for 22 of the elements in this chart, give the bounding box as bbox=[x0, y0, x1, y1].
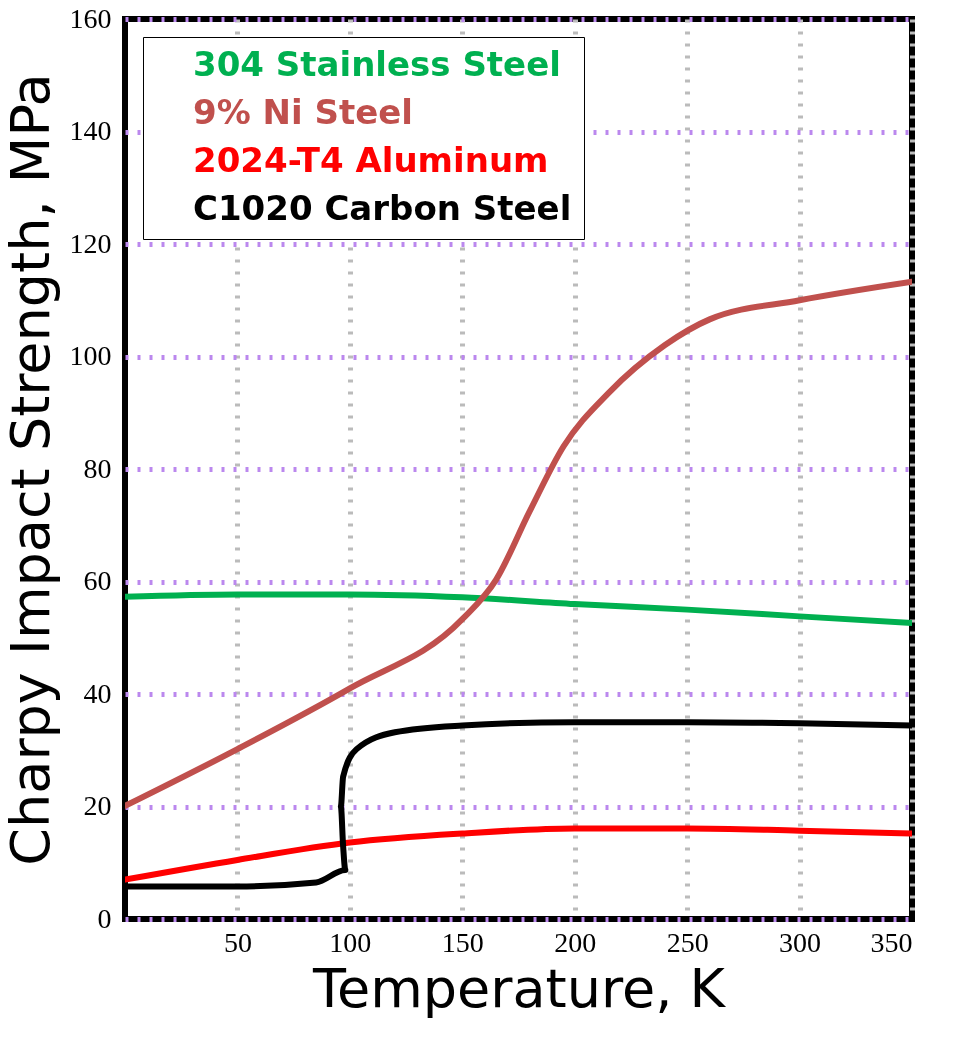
text: C1020 Carbon Steel bbox=[193, 188, 572, 228]
x-tick-label: 150 bbox=[441, 926, 484, 958]
y-axis-title: Charpy Impact Strength, MPa bbox=[0, 73, 62, 866]
y-tick-label: 120 bbox=[69, 227, 112, 259]
x-tick-label: 350 bbox=[870, 926, 913, 958]
y-tick-label: 20 bbox=[83, 790, 112, 821]
y-tick-label: 0 bbox=[97, 902, 112, 934]
x-tick-label: 100 bbox=[329, 926, 372, 958]
x-tick-label: 250 bbox=[666, 926, 709, 958]
y-tick-label: 160 bbox=[69, 2, 112, 34]
x-tick-label: 50 bbox=[223, 926, 252, 958]
text: 9% Ni Steel bbox=[193, 92, 414, 132]
x-axis-title: Temperature, K bbox=[312, 956, 727, 1020]
x-tick-label: 300 bbox=[779, 926, 822, 958]
text: 304 Stainless Steel bbox=[193, 44, 561, 84]
y-tick-label: 40 bbox=[83, 677, 112, 709]
x-tick-label: 200 bbox=[554, 926, 597, 958]
y-tick-label: 80 bbox=[83, 452, 112, 484]
y-tick-label: 100 bbox=[69, 340, 112, 371]
y-tick-label: 140 bbox=[69, 115, 112, 146]
text: 2024-T4 Aluminum bbox=[193, 140, 549, 180]
y-tick-label: 60 bbox=[83, 565, 112, 596]
